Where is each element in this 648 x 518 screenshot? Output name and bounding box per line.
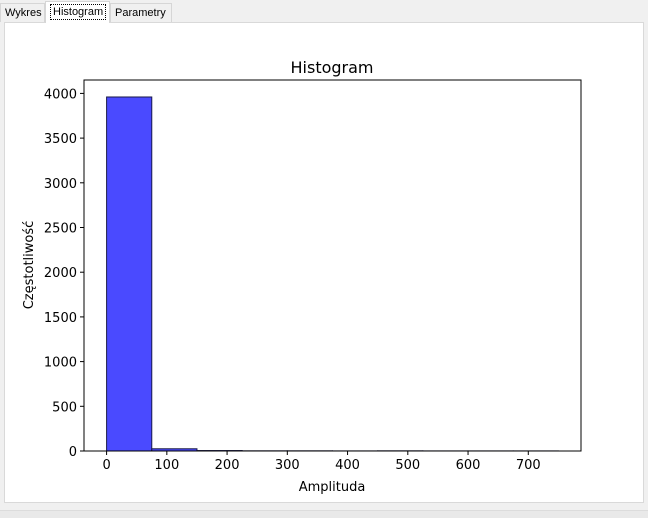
x-tick-label-2: 200 [215, 458, 240, 473]
tab-wykres-label: Wykres [5, 7, 42, 19]
x-tick-label-7: 700 [516, 458, 541, 473]
y-tick-label-2: 1000 [44, 356, 77, 371]
tab-parametry-label: Parametry [115, 7, 166, 19]
x-tick-label-0: 0 [102, 458, 110, 473]
bars-group [107, 97, 559, 451]
x-tick-label-6: 600 [456, 458, 481, 473]
y-ticks: 0 500 1000 1500 2000 2500 3000 3500 4000 [44, 87, 84, 460]
x-tick-label-1: 100 [154, 458, 179, 473]
y-tick-label-6: 3000 [44, 177, 77, 192]
y-axis-label: Częstotliwość [22, 221, 37, 310]
y-tick-label-3: 1500 [44, 311, 77, 326]
x-tick-label-3: 300 [275, 458, 300, 473]
y-tick-label-8: 4000 [44, 87, 77, 102]
y-tick-label-4: 2000 [44, 266, 77, 281]
x-axis-label: Amplituda [299, 480, 366, 495]
y-tick-label-7: 3500 [44, 132, 77, 147]
x-tick-label-5: 500 [395, 458, 420, 473]
plot-frame [84, 80, 581, 451]
y-tick-label-0: 0 [69, 445, 77, 460]
tab-wykres[interactable]: Wykres [0, 3, 45, 22]
histogram-bar-0 [107, 97, 152, 451]
histogram-chart: Histogram 0 100 200 300 400 500 600 700 0 500 100… [5, 23, 643, 502]
tab-histogram-label: Histogram [50, 4, 106, 20]
histogram-panel: Histogram 0 100 200 300 400 500 600 700 0 500 100… [4, 22, 644, 503]
x-ticks: 0 100 200 300 400 500 600 700 [102, 451, 540, 473]
x-tick-label-4: 400 [335, 458, 360, 473]
tab-bar: Wykres Histogram Parametry [0, 0, 648, 23]
tab-histogram[interactable]: Histogram [45, 1, 110, 23]
chart-title: Histogram [291, 58, 374, 77]
y-tick-label-5: 2500 [44, 222, 77, 237]
y-tick-label-1: 500 [52, 400, 77, 415]
tab-parametry[interactable]: Parametry [110, 3, 172, 22]
